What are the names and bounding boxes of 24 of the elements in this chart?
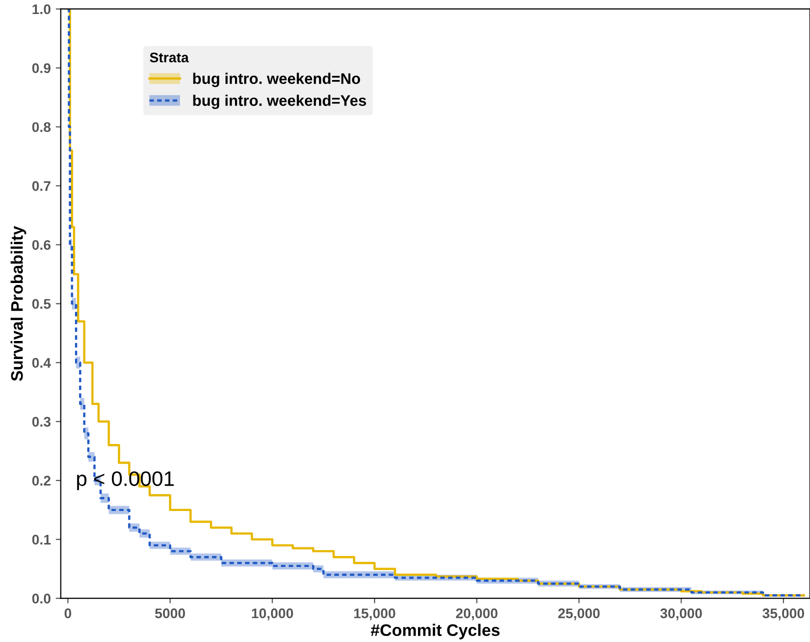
legend-title: Strata (150, 52, 189, 62)
x-tick-label: 0 (64, 608, 72, 618)
y-tick-label: 0.3 (32, 416, 51, 427)
y-tick-label: 0.5 (32, 299, 51, 309)
y-tick-label: 0.0 (32, 594, 50, 604)
y-tick-label: 0.7 (32, 181, 50, 191)
y-tick-label: 1.0 (32, 4, 50, 14)
y-axis-title: Survival Probability (10, 226, 26, 381)
x-tick-label: 15,000 (354, 608, 396, 620)
x-axis-title: #Commit Cycles (370, 624, 500, 640)
y-tick-label: 0.8 (32, 122, 51, 132)
x-tick-label: 35,000 (762, 608, 804, 620)
y-tick-label: 0.1 (32, 534, 51, 545)
x-tick-label: 20,000 (456, 608, 498, 620)
legend-label: bug intro. weekend=No (193, 72, 360, 88)
y-tick-label: 0.6 (32, 240, 51, 250)
x-tick-label: 25,000 (558, 608, 600, 620)
x-tick-label: 5000 (155, 608, 186, 618)
x-tick-label: 10,000 (252, 608, 294, 620)
y-tick-label: 0.9 (32, 63, 51, 74)
y-tick-label: 0.2 (32, 476, 50, 486)
y-tick-label: 0.4 (32, 358, 51, 368)
x-tick-label: 30,000 (660, 608, 702, 620)
legend-label: bug intro. weekend=Yes (193, 94, 366, 110)
